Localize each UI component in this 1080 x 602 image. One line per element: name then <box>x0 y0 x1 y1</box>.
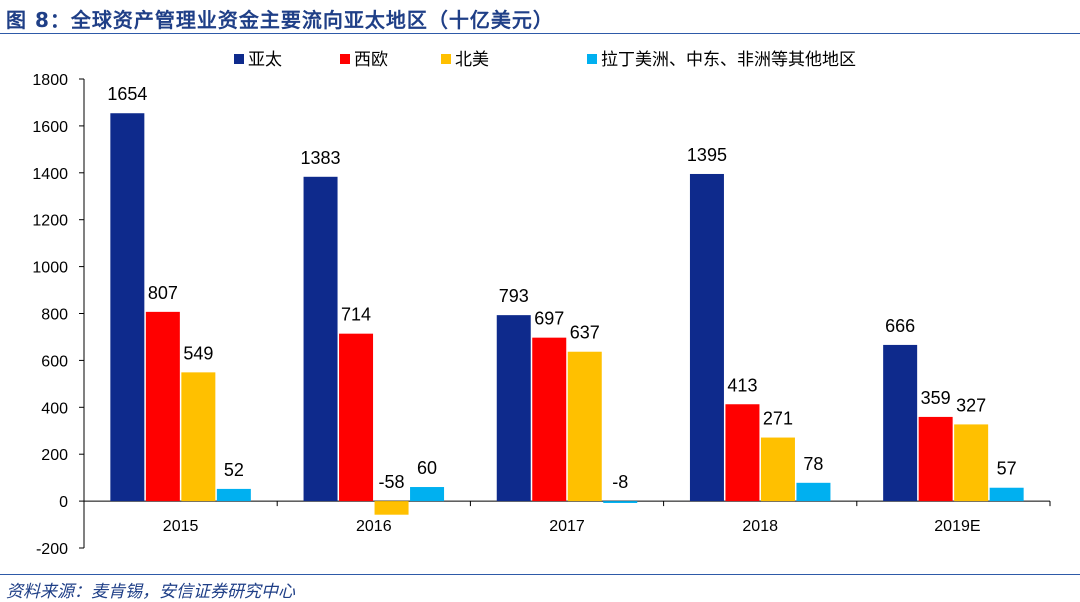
bar <box>796 482 831 502</box>
legend-label: 拉丁美洲、中东、非洲等其他地区 <box>601 50 856 70</box>
source-rule <box>0 574 1080 575</box>
data-label: 549 <box>183 343 213 363</box>
figure-title: 图 8：全球资产管理业资金主要流向亚太地区（十亿美元） <box>6 8 554 32</box>
bar <box>760 437 795 502</box>
y-tick-label: 1400 <box>32 166 68 183</box>
data-label: 413 <box>727 375 757 395</box>
legend-label: 北美 <box>455 50 489 70</box>
data-label: 714 <box>341 305 371 325</box>
x-tick-label: 2016 <box>356 518 392 535</box>
bar <box>989 487 1024 502</box>
bar <box>410 487 445 502</box>
y-tick-label: 1800 <box>32 72 68 89</box>
data-label: 807 <box>148 283 178 303</box>
x-tick-label: 2017 <box>549 518 585 535</box>
bar <box>339 333 374 502</box>
data-label: 1654 <box>107 84 147 104</box>
data-label: 60 <box>417 458 437 478</box>
data-label: 793 <box>499 286 529 306</box>
bar <box>145 311 180 502</box>
data-label: 52 <box>224 460 244 480</box>
bars <box>110 113 1024 515</box>
y-tick-label: 800 <box>41 307 68 324</box>
data-label: 1395 <box>687 145 727 165</box>
legend-label: 亚太 <box>248 50 282 70</box>
legend: 亚太 西欧 北美 拉丁美洲、中东、非洲等其他地区 <box>234 50 856 70</box>
bar <box>496 315 531 502</box>
legend-swatch <box>587 54 597 64</box>
legend-swatch <box>340 54 350 64</box>
data-label: 57 <box>997 459 1017 479</box>
y-tick-label: 1200 <box>32 213 68 230</box>
data-label: -8 <box>612 472 628 492</box>
bar <box>532 337 567 502</box>
x-tick-label: 2018 <box>742 518 778 535</box>
bar <box>883 344 918 502</box>
data-label: 697 <box>534 309 564 329</box>
bar <box>216 488 251 502</box>
y-tick-label: 1000 <box>32 260 68 277</box>
axes: -200 0 200 400 600 800 1000 1200 1400 1600 1800 201… <box>32 72 1051 558</box>
bar <box>689 173 724 502</box>
y-tick-label: -200 <box>36 541 68 558</box>
y-tick-label: 600 <box>41 353 68 370</box>
bar <box>954 424 989 502</box>
bar <box>303 176 338 502</box>
y-tick-label: 200 <box>41 447 68 464</box>
bar <box>918 416 953 502</box>
data-label: -58 <box>379 472 405 492</box>
data-label: 271 <box>763 409 793 429</box>
bar <box>603 501 638 503</box>
data-label: 1383 <box>301 148 341 168</box>
source-note: 资料来源：麦肯锡，安信证券研究中心 <box>6 582 295 602</box>
bar <box>725 404 760 502</box>
legend-swatch <box>234 54 244 64</box>
bar <box>567 351 602 502</box>
bar <box>374 501 409 515</box>
bar <box>181 372 216 502</box>
data-label: 78 <box>803 454 823 474</box>
y-tick-label: 1600 <box>32 119 68 136</box>
title-rule <box>0 33 1080 34</box>
data-label: 637 <box>570 323 600 343</box>
legend-swatch <box>441 54 451 64</box>
x-tick-label: 2015 <box>163 518 199 535</box>
data-label: 359 <box>921 388 951 408</box>
x-tick-label: 2019E <box>934 518 980 535</box>
y-tick-label: 0 <box>59 494 68 511</box>
legend-label: 西欧 <box>354 50 388 70</box>
data-label: 666 <box>885 316 915 336</box>
y-tick-label: 400 <box>41 400 68 417</box>
data-label: 327 <box>956 395 986 415</box>
bar <box>110 113 145 502</box>
